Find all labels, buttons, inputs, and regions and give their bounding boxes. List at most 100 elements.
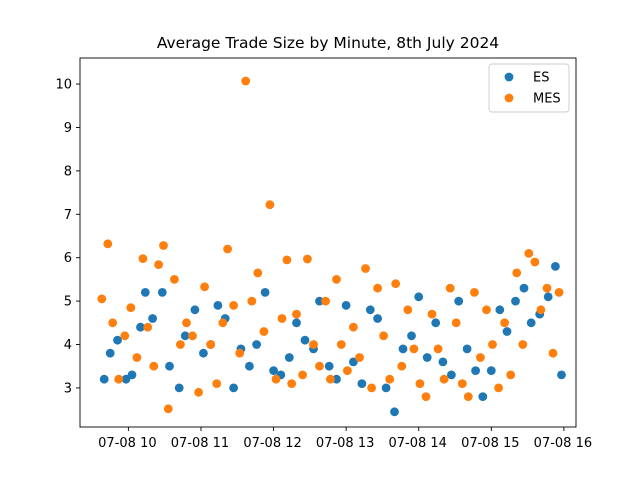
point-mes <box>421 392 431 401</box>
point-es <box>113 335 122 345</box>
point-es <box>414 292 424 302</box>
point-es <box>157 288 167 297</box>
point-es <box>381 383 391 393</box>
point-mes <box>373 283 382 293</box>
legend-marker-mes <box>504 93 514 103</box>
point-mes <box>182 318 191 328</box>
point-mes <box>403 305 413 315</box>
point-mes <box>176 340 185 349</box>
y-tick-label: 7 <box>64 208 72 223</box>
x-tick-label: 07-08 16 <box>534 436 592 451</box>
point-mes <box>108 318 118 328</box>
point-mes <box>542 283 552 293</box>
point-mes <box>188 331 197 341</box>
plot-points <box>97 76 566 417</box>
point-es <box>324 361 334 371</box>
point-mes <box>235 348 245 358</box>
x-tick-label: 07-08 11 <box>171 436 229 451</box>
point-es <box>495 305 505 315</box>
point-mes <box>206 340 216 349</box>
point-mes <box>97 294 107 304</box>
point-mes <box>259 327 269 336</box>
series-mes <box>97 76 564 414</box>
point-mes <box>282 255 292 265</box>
point-es <box>502 327 512 336</box>
point-mes <box>271 374 281 384</box>
point-es <box>478 392 488 401</box>
chart-title: Average Trade Size by Minute, 8th July 2… <box>157 34 499 52</box>
point-es <box>365 305 375 315</box>
point-es <box>486 366 496 375</box>
point-mes <box>194 387 204 397</box>
point-mes <box>500 318 509 328</box>
point-mes <box>229 301 239 310</box>
point-mes <box>336 340 346 349</box>
x-tick-label: 07-08 12 <box>243 436 301 451</box>
point-mes <box>415 379 425 388</box>
point-mes <box>463 392 473 401</box>
plot-frame <box>79 57 577 428</box>
y-tick-label: 9 <box>64 121 72 136</box>
point-mes <box>476 353 485 362</box>
point-mes <box>427 309 437 319</box>
point-mes <box>265 200 275 210</box>
point-mes <box>138 254 148 263</box>
point-mes <box>253 268 263 278</box>
point-mes <box>163 404 173 414</box>
point-es <box>357 379 367 388</box>
point-es <box>99 374 109 384</box>
point-mes <box>332 275 341 284</box>
point-mes <box>451 318 461 328</box>
point-es <box>471 366 480 375</box>
series-es <box>99 262 566 417</box>
legend-marker-es <box>504 72 514 82</box>
point-es <box>105 348 115 358</box>
legend-label-es: ES <box>533 71 549 86</box>
point-es <box>127 370 137 380</box>
point-mes <box>159 241 168 250</box>
point-mes <box>298 370 307 380</box>
point-es <box>454 296 464 306</box>
point-es <box>269 366 278 375</box>
point-mes <box>385 374 395 384</box>
y-tick-label: 6 <box>64 251 72 266</box>
point-mes <box>536 305 546 315</box>
point-es <box>373 314 382 323</box>
point-mes <box>482 305 491 315</box>
point-mes <box>247 296 257 306</box>
y-tick-label: 3 <box>64 381 72 396</box>
point-mes <box>343 366 352 375</box>
point-mes <box>367 383 376 393</box>
point-mes <box>349 322 358 332</box>
point-mes <box>361 264 370 273</box>
point-es <box>300 335 310 345</box>
point-es <box>543 292 553 302</box>
point-mes <box>149 361 159 371</box>
point-mes <box>530 257 540 267</box>
point-es <box>398 344 408 354</box>
point-mes <box>524 249 534 258</box>
point-es <box>390 407 399 417</box>
point-es <box>260 288 270 297</box>
point-es <box>174 383 184 393</box>
point-mes <box>241 76 251 86</box>
point-mes <box>548 348 558 358</box>
point-es <box>349 357 358 367</box>
axes: 3 4 5 6 7 8 9 10 07-08 10 07-08 11 07-08 12 07-08 1… <box>55 57 592 451</box>
point-mes <box>397 361 407 371</box>
x-tick-label: 07-08 14 <box>389 436 447 451</box>
point-es <box>229 383 239 393</box>
point-mes <box>554 288 564 297</box>
legend: ES MES <box>488 63 570 113</box>
point-mes <box>309 340 318 349</box>
point-mes <box>457 379 467 388</box>
point-mes <box>154 260 164 269</box>
point-mes <box>488 340 497 349</box>
point-mes <box>303 254 312 264</box>
point-es <box>332 374 341 384</box>
point-es <box>422 353 432 362</box>
y-tick-label: 5 <box>64 295 72 310</box>
point-es <box>526 318 536 328</box>
point-mes <box>120 331 130 341</box>
